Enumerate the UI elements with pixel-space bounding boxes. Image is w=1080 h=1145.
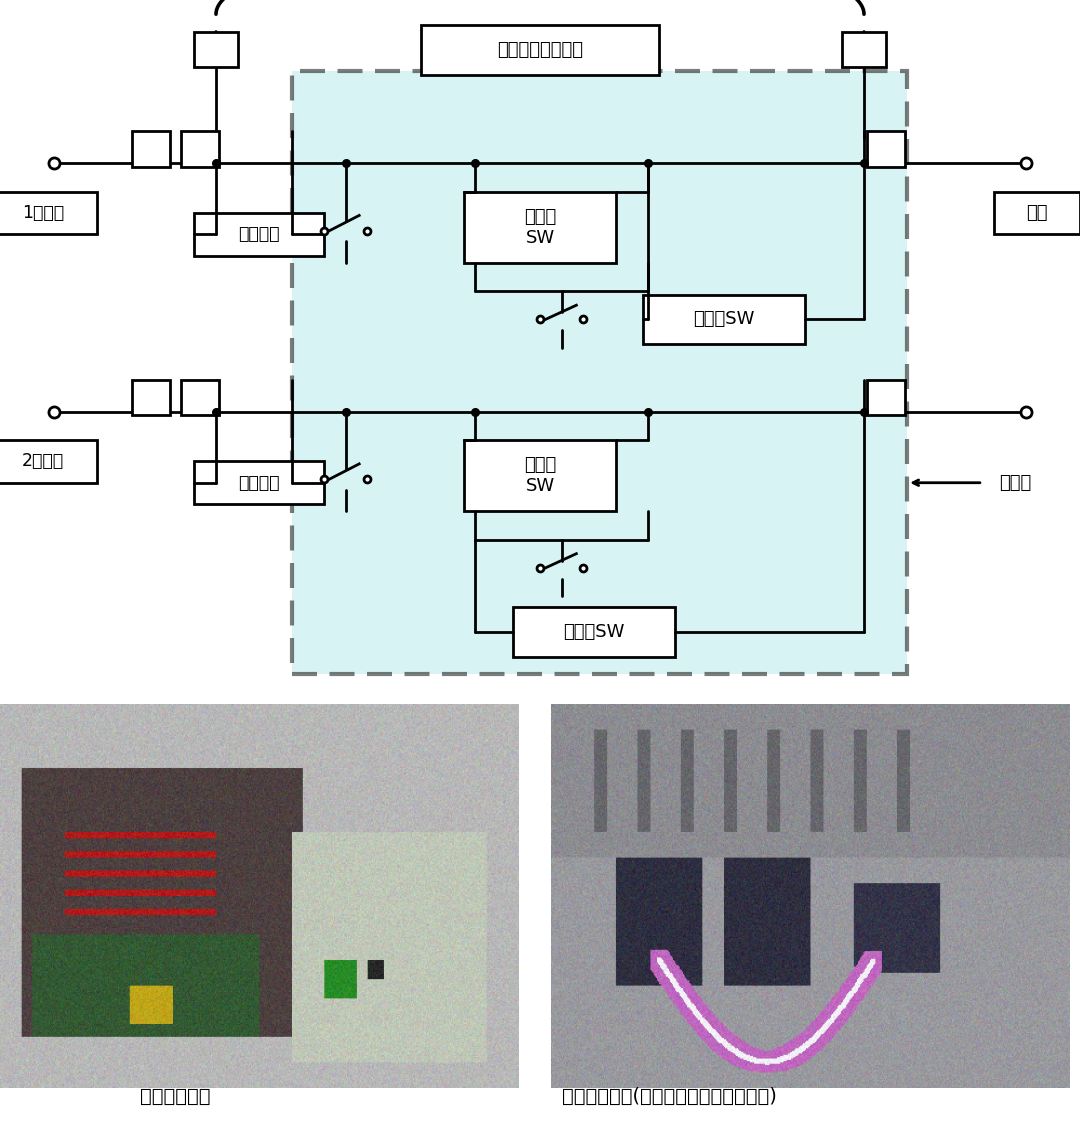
Text: 保護遮断: 保護遮断 bbox=[239, 226, 280, 243]
Bar bbox=[994, 191, 1080, 235]
Bar bbox=[0, 440, 97, 483]
Text: 裏面パネル部(バイパスケーブル接続時): 裏面パネル部(バイパスケーブル接続時) bbox=[562, 1088, 777, 1106]
Text: 半導体
SW: 半導体 SW bbox=[524, 207, 556, 246]
Bar bbox=[513, 607, 675, 656]
Bar bbox=[133, 132, 171, 167]
Bar bbox=[643, 294, 805, 345]
Bar bbox=[194, 213, 324, 255]
Text: リレーSW: リレーSW bbox=[564, 623, 624, 641]
Bar bbox=[194, 461, 324, 504]
Bar bbox=[867, 380, 905, 416]
Text: バイパスケーブル: バイパスケーブル bbox=[497, 41, 583, 58]
Text: 1系入力: 1系入力 bbox=[22, 204, 65, 222]
Bar bbox=[181, 380, 218, 416]
Bar bbox=[292, 71, 907, 674]
Bar bbox=[867, 132, 905, 167]
Bar bbox=[464, 191, 616, 262]
Bar bbox=[0, 191, 97, 235]
Bar bbox=[421, 25, 659, 74]
Bar bbox=[133, 380, 171, 416]
Text: 出力: 出力 bbox=[1026, 204, 1048, 222]
Text: 保護遮断: 保護遮断 bbox=[239, 474, 280, 491]
Text: 交換部: 交換部 bbox=[999, 474, 1031, 491]
Text: 半導体
SW: 半導体 SW bbox=[524, 456, 556, 495]
Bar bbox=[464, 440, 616, 511]
Bar bbox=[181, 132, 218, 167]
Bar bbox=[194, 32, 238, 68]
Text: リレーSW: リレーSW bbox=[693, 310, 754, 329]
Bar bbox=[842, 32, 886, 68]
Text: 前面パネル部: 前面パネル部 bbox=[140, 1088, 211, 1106]
Text: 2系入力: 2系入力 bbox=[22, 452, 65, 471]
